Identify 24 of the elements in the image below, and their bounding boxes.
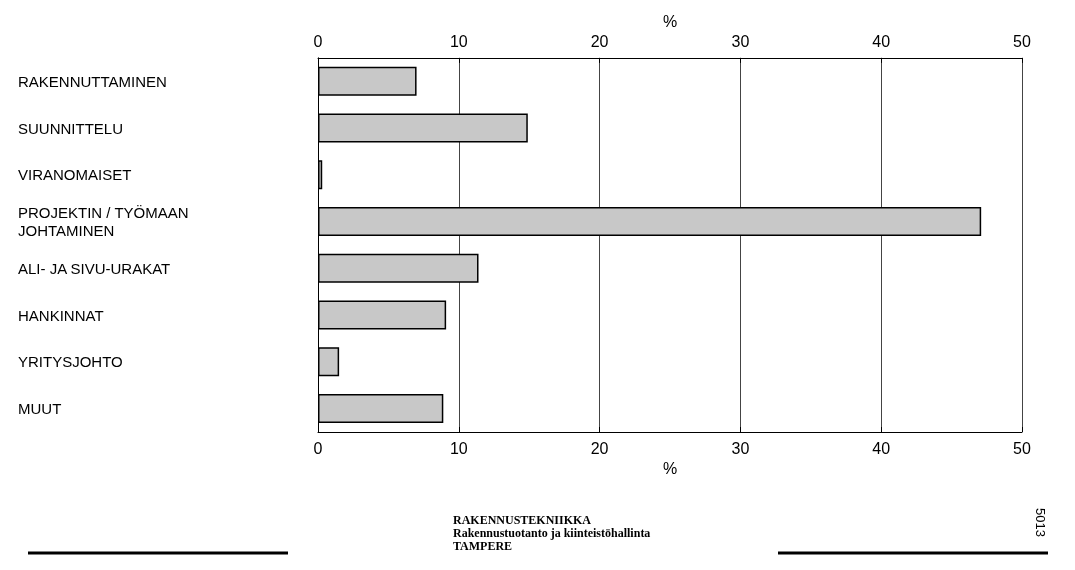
text: RAKENNUSTEKNIIKKA Rakennustuotanto ja kiinteistöhallinta TAMPERE <box>453 512 651 553</box>
x-tick-label: 40 <box>872 439 891 457</box>
y-tick-label: PROJEKTIN / TYÖMAAN JOHTAMINEN <box>18 204 189 240</box>
x-tick-label: 0 <box>313 439 323 457</box>
x-tick-label: 20 <box>590 439 609 457</box>
y-tick-label: HANKINNAT <box>18 306 104 324</box>
text: 5013 <box>1033 508 1048 537</box>
x-axis-title: % <box>662 460 678 478</box>
x-tick-label: 10 <box>449 439 468 457</box>
x2-axis-title: % <box>662 12 678 30</box>
y-tick-label: VIRANOMAISET <box>18 166 132 184</box>
y-tick-label: MUUT <box>18 400 62 418</box>
x2-tick-label: 50 <box>1013 33 1031 51</box>
x2-tick-label: 0 <box>313 33 323 51</box>
y-tick-label: SUUNNITTELU <box>18 119 124 137</box>
y-tick-label: RAKENNUTTAMINEN <box>18 72 167 90</box>
x-tick-label: 50 <box>1013 439 1031 457</box>
x-tick-label: 30 <box>731 439 750 457</box>
y-tick-label: YRITYSJOHTO <box>18 353 123 371</box>
y-tick-label: ALI- JA SIVU-URAKAT <box>18 259 171 277</box>
x2-tick-label: 10 <box>449 33 468 51</box>
x2-tick-label: 40 <box>872 33 891 51</box>
x2-tick-label: 20 <box>590 33 609 51</box>
x2-tick-label: 30 <box>731 33 750 51</box>
